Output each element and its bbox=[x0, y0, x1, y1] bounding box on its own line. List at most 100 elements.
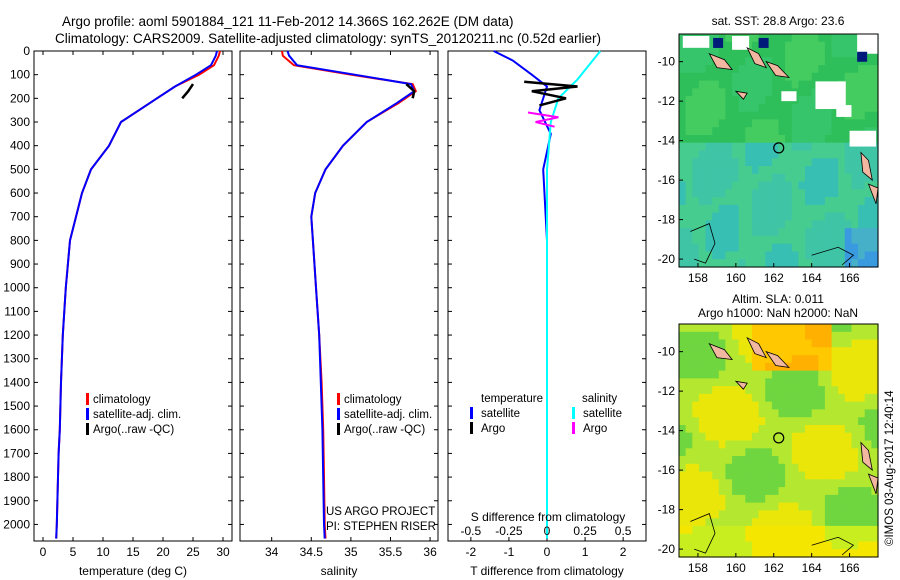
p-sst-cell bbox=[864, 259, 872, 268]
p-sla-cell bbox=[778, 362, 786, 372]
p-temp-xtick-label: 20 bbox=[156, 545, 170, 559]
p-sst-cell bbox=[692, 166, 700, 175]
p-sst-cell bbox=[685, 72, 693, 82]
p-temp-xtick-label: 30 bbox=[216, 545, 230, 559]
p-sst-cell bbox=[864, 235, 872, 245]
p-sst-cell bbox=[725, 197, 733, 206]
p-sla-cell bbox=[798, 494, 806, 504]
p-sla-cell bbox=[725, 448, 733, 457]
p-sla-cell bbox=[818, 471, 826, 480]
p-sst-cell bbox=[745, 103, 753, 113]
p-sla-cell bbox=[798, 533, 806, 543]
p-sst-cell bbox=[844, 142, 852, 152]
p-sla-cell bbox=[831, 487, 839, 496]
p-sla-cell bbox=[858, 401, 866, 411]
p-sla-cell bbox=[738, 479, 746, 488]
p-sla-cell bbox=[838, 386, 846, 395]
p-sla-cell bbox=[858, 432, 866, 442]
p-sla-cell bbox=[811, 331, 819, 341]
p-sst-cell bbox=[771, 96, 780, 105]
p-sla-cell bbox=[738, 448, 746, 457]
p-sst-cell bbox=[785, 220, 793, 229]
p-sst-cell bbox=[785, 80, 793, 89]
p-sst-cell bbox=[844, 72, 852, 82]
p-sla-cell bbox=[871, 347, 879, 356]
p-sst-cell bbox=[732, 135, 740, 144]
p-sst-cell bbox=[752, 142, 760, 152]
p-sla-cell bbox=[679, 541, 687, 550]
p-sla-cell bbox=[692, 324, 700, 333]
p-sst-cell bbox=[732, 127, 740, 136]
p-sst-cell bbox=[771, 197, 780, 206]
p-sst-cell bbox=[844, 96, 852, 105]
p-sst-cell bbox=[805, 111, 813, 121]
p-sla-cell bbox=[698, 425, 707, 434]
p-sla-cell bbox=[838, 378, 846, 387]
p-sla-cell bbox=[738, 525, 746, 535]
p-sla-cell bbox=[771, 549, 780, 558]
p-sla-cell bbox=[798, 324, 806, 333]
p-temp-ytick-label: 1100 bbox=[4, 304, 30, 318]
p-temp-ytick-label: 1500 bbox=[3, 399, 30, 413]
p-sla-cell bbox=[738, 401, 746, 411]
p-sla-cell bbox=[725, 463, 733, 473]
p-sla-cell bbox=[718, 463, 726, 473]
p-sst-cell bbox=[818, 235, 826, 245]
p-sla-cell bbox=[765, 409, 773, 418]
p-sst-cell bbox=[712, 142, 720, 152]
p-sst-cell bbox=[679, 235, 687, 245]
p-sla-cell bbox=[838, 355, 846, 364]
p-sla-cell bbox=[732, 393, 740, 403]
p-sla-cell bbox=[838, 448, 846, 457]
p-sst-cell bbox=[844, 251, 852, 260]
p-sst-cell bbox=[712, 228, 720, 237]
p-sst-cell bbox=[851, 243, 859, 253]
p-sla-cell bbox=[785, 487, 793, 496]
p-sla-cell bbox=[692, 479, 700, 488]
sst-missing-data-patch bbox=[857, 34, 878, 54]
p-sst-cell bbox=[745, 80, 753, 89]
p-sst-cell bbox=[745, 251, 753, 260]
p-sla-cell bbox=[798, 502, 806, 511]
p-sla-cell bbox=[712, 463, 720, 473]
p-temp-xtick-label: 0 bbox=[40, 545, 47, 559]
p-sla-cell bbox=[745, 549, 753, 558]
p-sla-cell bbox=[858, 502, 866, 511]
p-sla-cell bbox=[778, 401, 786, 411]
p-sst-cell bbox=[771, 235, 780, 245]
p-sla-cell bbox=[718, 417, 726, 426]
p-sla-cell bbox=[732, 440, 740, 449]
p-sst-cell bbox=[698, 57, 707, 66]
p-sla-cell bbox=[791, 510, 799, 519]
p-sst-ytick-label: -18 bbox=[658, 213, 676, 227]
p-sla-cell bbox=[738, 549, 746, 558]
p-sst-cell bbox=[791, 65, 799, 74]
p-sla-cell bbox=[831, 549, 839, 558]
p-sst-cell bbox=[818, 135, 826, 144]
p-sst-cell bbox=[752, 251, 760, 260]
p-sla-cell bbox=[811, 463, 819, 473]
p-sst-cell bbox=[685, 65, 693, 74]
p-sla-cell bbox=[851, 510, 859, 519]
p-sla-cell bbox=[725, 502, 733, 511]
p-sla-cell bbox=[844, 533, 852, 543]
temperature-legend-label: climatology bbox=[93, 394, 151, 406]
p-sst-cell bbox=[705, 181, 713, 190]
p-sst-cell bbox=[851, 103, 859, 113]
p-sst-cell bbox=[771, 181, 780, 190]
p-sla-cell bbox=[838, 331, 846, 341]
p-sla-cell bbox=[745, 378, 753, 387]
p-sst-cell bbox=[692, 49, 700, 58]
p-sla-cell bbox=[851, 355, 859, 364]
p-sst-cell bbox=[745, 189, 753, 198]
p-diff-xtick-label: -2 bbox=[466, 545, 477, 559]
p-sla-cell bbox=[864, 386, 872, 395]
p-sla-cell bbox=[858, 463, 866, 473]
p-temp-xtick-label: 10 bbox=[96, 545, 110, 559]
p-sst-cell bbox=[718, 173, 726, 183]
p-sla-cell bbox=[679, 339, 687, 348]
p-sla-cell bbox=[851, 370, 859, 379]
p-sla-cell bbox=[811, 533, 819, 543]
p-sla-cell bbox=[771, 448, 780, 457]
p-sla-cell bbox=[871, 386, 879, 395]
